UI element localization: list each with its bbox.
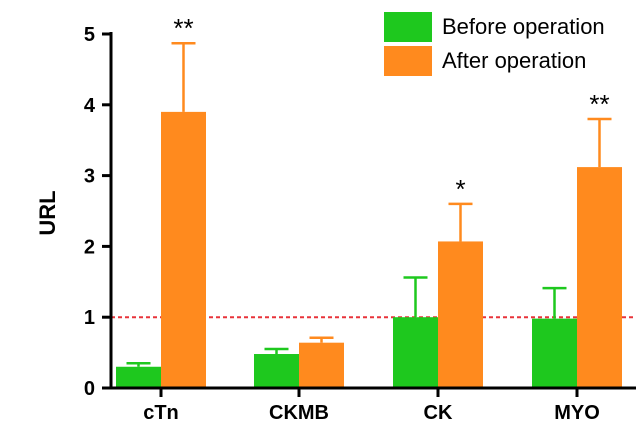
bar — [532, 318, 577, 388]
bar-group-CKMB-1 — [299, 336, 344, 388]
significance-annotation: * — [455, 174, 465, 204]
legend-swatch — [384, 12, 432, 42]
bar-group-CKMB-0 — [254, 347, 299, 388]
legend: Before operation After operation — [384, 12, 605, 76]
significance-annotation: ** — [589, 89, 609, 119]
bar — [254, 354, 299, 388]
y-tick-label: 5 — [84, 24, 95, 46]
y-tick-label: 1 — [84, 307, 95, 329]
legend-swatch — [384, 46, 432, 76]
x-tick-label: CKMB — [269, 402, 329, 424]
y-axis-label: URL — [35, 190, 60, 235]
bar-group-cTn-0 — [116, 361, 161, 388]
x-tick-label: cTn — [143, 402, 179, 424]
legend-item: Before operation — [384, 12, 605, 42]
bar — [577, 167, 622, 388]
x-tick-label: MYO — [554, 402, 600, 424]
y-tick-label: 2 — [84, 236, 95, 258]
x-tick-label: CK — [424, 402, 453, 424]
y-tick-label: 4 — [84, 95, 96, 117]
bar-group-MYO-1 — [577, 117, 622, 388]
legend-label: Before operation — [442, 14, 605, 39]
bar-group-MYO-0 — [532, 286, 577, 388]
significance-annotation: ** — [173, 13, 193, 43]
legend-label: After operation — [442, 48, 586, 73]
bar — [299, 342, 344, 388]
bar — [116, 366, 161, 388]
bar-group-CK-0 — [393, 276, 438, 388]
bar — [393, 317, 438, 388]
bar-group-CK-1 — [438, 202, 483, 388]
bar — [161, 111, 206, 388]
bar-group-cTn-1 — [161, 41, 206, 388]
legend-item: After operation — [384, 46, 586, 76]
axes-layer: 0 1 2 3 4 5 cTn CKMB CK MYO — [84, 24, 636, 424]
y-tick-label: 3 — [84, 166, 95, 188]
bars-layer: ***** — [116, 13, 622, 388]
bar — [438, 241, 483, 388]
y-tick-label: 0 — [84, 378, 95, 400]
